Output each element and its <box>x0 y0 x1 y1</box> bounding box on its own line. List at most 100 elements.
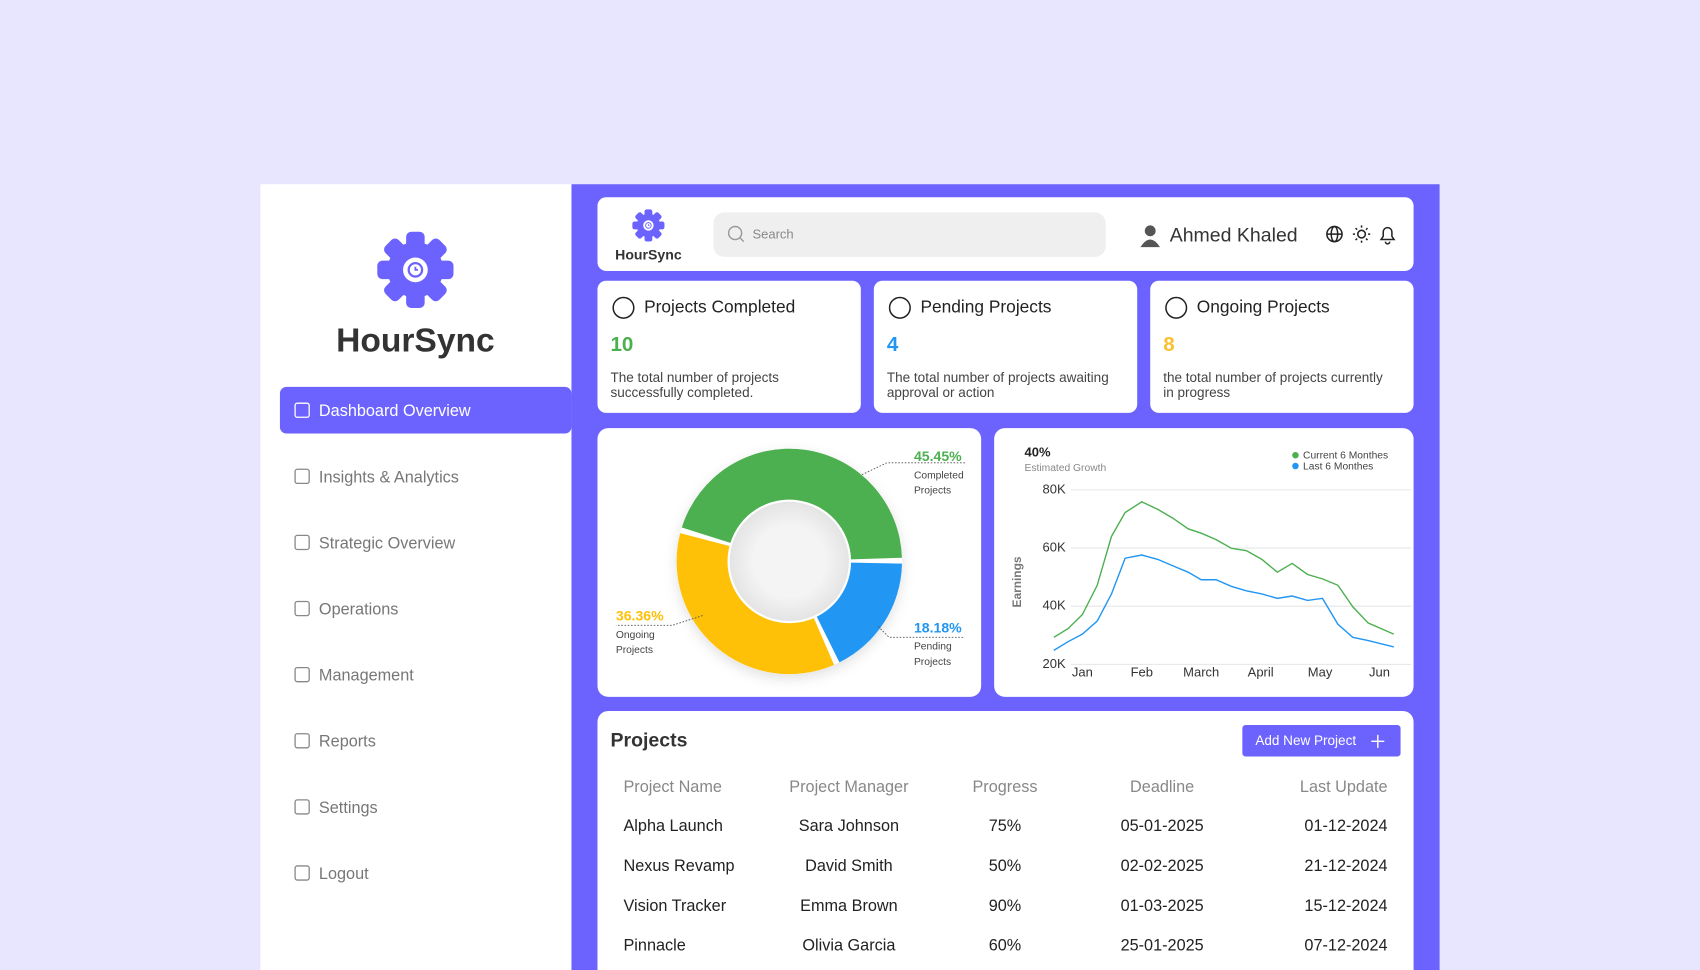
legend-dot <box>1292 451 1299 459</box>
projects-card <box>597 710 1414 970</box>
table-cell: Emma Brown <box>800 897 898 915</box>
donut-value-label: 36.36% <box>616 607 664 623</box>
chart-title: 40% <box>1024 444 1050 459</box>
nav-item[interactable]: Strategic Overview <box>319 534 456 552</box>
nav-item[interactable]: Operations <box>319 600 399 618</box>
y-tick-label: 20K <box>1043 656 1066 671</box>
nav-item[interactable]: Insights & Analytics <box>319 468 459 486</box>
stat-card <box>597 280 861 413</box>
table-cell: Vision Tracker <box>623 897 726 915</box>
donut-label: Ongoing <box>616 630 655 641</box>
x-tick-label: March <box>1183 664 1219 679</box>
search-box[interactable] <box>713 212 1106 257</box>
nav: Dashboard Overview Insights & Analytics St… <box>279 386 572 883</box>
nav-item[interactable]: Dashboard Overview <box>319 402 471 420</box>
nav-item[interactable]: Settings <box>319 799 378 817</box>
table-cell: Alpha Launch <box>623 817 722 835</box>
header-brand: HourSync <box>615 246 682 262</box>
nav-item[interactable]: Management <box>319 667 414 685</box>
column-header: Deadline <box>1130 778 1194 796</box>
nav-icon <box>294 799 310 815</box>
stats: Projects Completed 10 The total number of … <box>597 280 1414 413</box>
table-cell: David Smith <box>805 857 893 875</box>
donut-value-label: 18.18% <box>914 619 962 635</box>
header-logo <box>631 208 665 242</box>
table-cell: Pinnacle <box>623 937 685 955</box>
column-header: Project Manager <box>789 778 909 796</box>
table-cell: Olivia Garcia <box>802 937 896 955</box>
table-cell: 02-02-2025 <box>1121 857 1204 875</box>
plus-icon <box>1371 734 1385 748</box>
line-card <box>994 428 1414 697</box>
nav-item[interactable]: Logout <box>319 865 369 883</box>
search-icon <box>739 237 745 243</box>
nav-icon <box>294 534 310 551</box>
stat-description: The total number of projects <box>610 370 779 385</box>
table-cell: 05-01-2025 <box>1121 817 1204 835</box>
donut-label: Projects <box>616 645 653 656</box>
stat-card <box>873 280 1138 413</box>
stat-description: in progress <box>1163 385 1230 400</box>
x-tick-label: Feb <box>1131 664 1153 679</box>
stat-icon <box>888 296 911 319</box>
line-chart: 40% Estimated Growth Earnings 20K 40K 60K 80K J… <box>1010 444 1412 679</box>
chart-subtitle: Estimated Growth <box>1024 463 1106 474</box>
avatar <box>1140 225 1160 248</box>
projects-table: Project Name Project Manager Progress Deadl… <box>623 778 1387 954</box>
x-tick-label: Jun <box>1369 664 1390 679</box>
stat-description: successfully completed. <box>610 385 753 400</box>
nav-icon <box>294 733 310 749</box>
legend-dot <box>1292 462 1299 470</box>
donut-segment <box>681 448 902 560</box>
table-cell: 01-12-2024 <box>1304 817 1387 835</box>
x-tick-label: Jan <box>1072 664 1093 679</box>
nav-active[interactable] <box>279 386 572 434</box>
column-header: Project Name <box>623 778 721 796</box>
add-button-label: Add New Project <box>1255 733 1356 748</box>
stat-value: 4 <box>887 333 899 356</box>
projects-title: Projects <box>610 729 687 751</box>
donut-segment <box>676 533 835 675</box>
donut-label: Projects <box>914 486 951 497</box>
column-header: Last Update <box>1300 778 1388 796</box>
y-axis-label: Earnings <box>1010 556 1024 607</box>
table-cell: 90% <box>989 897 1022 915</box>
stat-description: approval or action <box>887 385 995 400</box>
stat-value: 10 <box>610 333 633 356</box>
y-tick-label: 40K <box>1043 598 1066 613</box>
table-cell: 01-03-2025 <box>1121 897 1204 915</box>
nav-item[interactable]: Reports <box>319 733 376 751</box>
donut-chart: 45.45% Completed Projects 18.18% Pending Proj… <box>616 448 964 675</box>
donut-label: Pending <box>914 642 952 653</box>
add-button[interactable] <box>1242 725 1401 757</box>
header-icons[interactable] <box>1326 225 1396 245</box>
donut-label: Projects <box>914 657 951 668</box>
nav-icon <box>294 468 310 485</box>
x-tick-label: April <box>1248 664 1274 679</box>
stat-title: Ongoing Projects <box>1197 296 1330 316</box>
table-cell: Sara Johnson <box>799 817 899 835</box>
donut-value-label: 45.45% <box>914 448 962 464</box>
table-cell: 15-12-2024 <box>1304 897 1387 915</box>
nav-icon <box>294 666 310 683</box>
table-cell: 25-01-2025 <box>1121 937 1204 955</box>
column-header: Progress <box>972 778 1037 796</box>
x-tick-label: May <box>1308 664 1333 679</box>
donut-hole <box>729 501 849 622</box>
line-series <box>1053 500 1395 638</box>
stat-card <box>1150 280 1414 413</box>
user-name: Ahmed Khaled <box>1170 224 1298 246</box>
donut-segment <box>816 562 903 663</box>
nav-icon <box>294 600 310 617</box>
y-tick-label: 60K <box>1043 539 1066 554</box>
nav-icon <box>294 865 310 881</box>
search-icon <box>727 225 743 241</box>
logo <box>376 230 455 310</box>
stat-title: Projects Completed <box>644 296 795 316</box>
leader-lines <box>615 462 965 638</box>
legend-label: Last 6 Monthes <box>1303 461 1373 472</box>
stat-description: the total number of projects currently <box>1163 370 1383 385</box>
nav-icon <box>294 402 310 418</box>
brand: HourSync <box>336 322 495 359</box>
